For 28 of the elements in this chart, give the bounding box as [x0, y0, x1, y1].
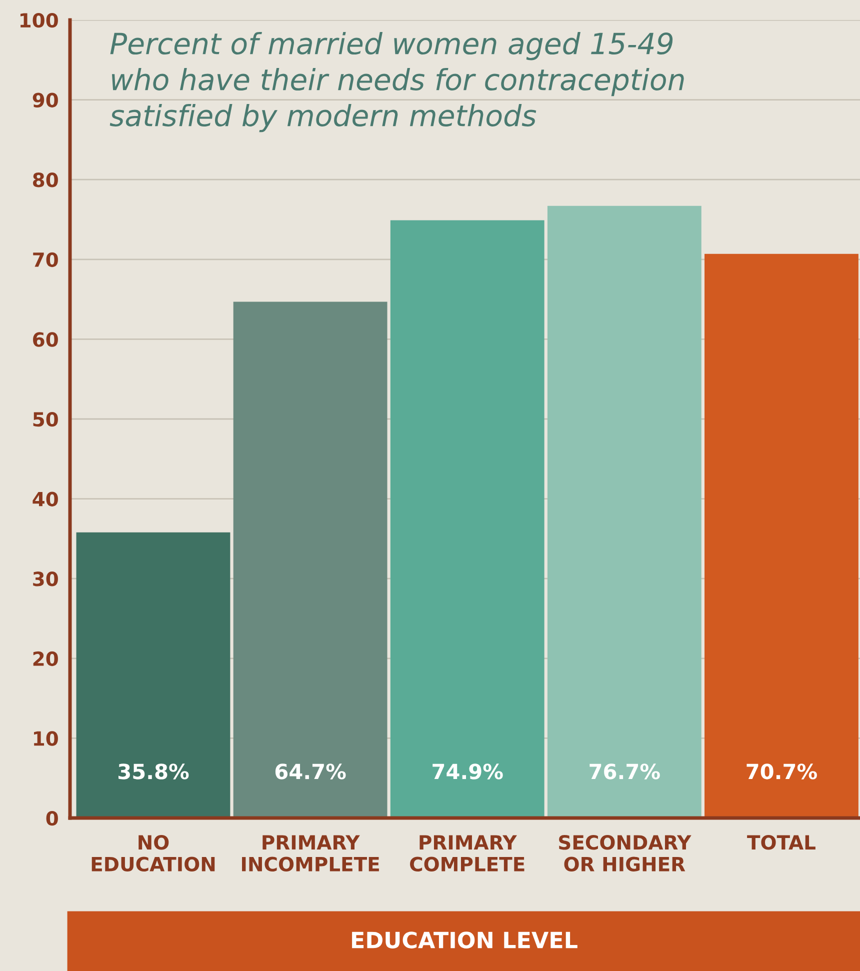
- data-label: 64.7%: [275, 764, 346, 780]
- x-tick-label: PRIMARY INCOMPLETE: [242, 835, 379, 872]
- y-tick-label: 80: [33, 172, 58, 188]
- bar: [233, 302, 388, 818]
- data-label: 74.9%: [432, 764, 503, 780]
- y-tick-label: 0: [46, 810, 58, 826]
- y-tick-label: 100: [20, 12, 58, 28]
- y-tick-label: 20: [33, 651, 58, 666]
- x-tick-label: TOTAL: [747, 835, 816, 850]
- y-tick-label: 70: [33, 252, 58, 268]
- y-tick-label: 60: [33, 332, 58, 347]
- bar: [704, 254, 858, 818]
- y-tick-label: 40: [32, 492, 58, 506]
- x-tick-label: SECONDARY OR HIGHER: [559, 835, 692, 872]
- data-label: 76.7%: [590, 764, 660, 780]
- bar: [547, 206, 702, 818]
- x-axis-title: EDUCATION LEVEL: [352, 932, 578, 948]
- bar: [76, 532, 230, 818]
- data-label: 70.7%: [746, 764, 817, 780]
- y-tick-label: 30: [33, 572, 58, 586]
- data-label: 35.8%: [118, 764, 189, 780]
- x-tick-label: NO EDUCATION: [92, 835, 215, 872]
- y-tick-label: 10: [34, 731, 58, 746]
- y-tick-label: 90: [32, 92, 58, 108]
- x-tick-label: PRIMARY COMPLETE: [410, 835, 524, 872]
- text: Percent of married women aged 15-49 who have their needs for contraception satisfied by modern methods: [110, 32, 684, 132]
- y-tick-label: 50: [33, 412, 58, 427]
- bar: [390, 220, 544, 818]
